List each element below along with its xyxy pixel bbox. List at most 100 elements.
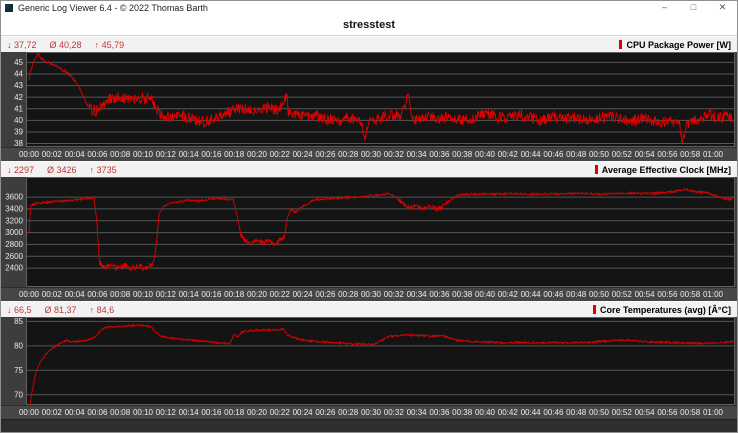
red-series-marker-icon [619,40,623,49]
minimize-button[interactable]: – [661,2,667,12]
x-tick-label: 00:58 [680,408,701,417]
x-tick-label: 00:54 [634,290,655,299]
x-tick-label: 00:50 [588,408,610,417]
x-tick-label: 00:56 [657,290,678,299]
y-tick-label: 75 [14,366,23,375]
x-tick-label: 00:16 [201,408,222,417]
series-line [28,52,734,144]
y-tick-label: 38 [14,139,23,147]
chart-3-header: ↓ 66,5 Ø 81,37 ↑ 84,6 Core Temperatures … [1,301,737,317]
x-tick-label: 00:44 [520,408,541,417]
x-tick-label: 00:40 [474,408,496,417]
x-tick-label: 00:36 [429,150,450,159]
x-tick-label: 00:38 [452,408,473,417]
y-tick-label: 2600 [5,252,23,261]
x-tick-label: 00:48 [566,290,587,299]
x-tick-label: 01:00 [702,290,724,299]
x-tick-label: 00:46 [543,408,564,417]
x-tick-label: 00:28 [338,150,359,159]
x-tick-label: 00:34 [406,150,427,159]
chart-2-plot[interactable]: 3600 3400 3200 3000 2800 2600 2400 [1,177,737,287]
y-tick-label: 40 [14,116,23,125]
red-series-marker-icon [594,165,598,174]
chart-3-min-value: ↓ 66,5 [7,304,32,315]
x-tick-label: 00:16 [201,150,222,159]
x-tick-label: 00:38 [452,290,473,299]
chart-1-plot[interactable]: 45 44 43 42 41 40 39 38 [1,52,737,147]
x-tick-label: 00:22 [269,408,290,417]
x-tick-label: 00:42 [497,290,518,299]
x-tick-label: 00:00 [18,150,40,159]
y-tick-label: 70 [14,390,23,399]
chart-2-stats: ↓ 2297 Ø 3426 ↑ 3735 [7,165,117,175]
x-tick-label: 00:52 [611,150,632,159]
plot-background [26,317,735,405]
x-tick-label: 01:00 [702,408,724,417]
x-tick-label: 00:10 [132,290,154,299]
x-tick-label: 01:00 [702,150,724,159]
x-tick-label: 00:42 [497,150,518,159]
x-tick-label: 00:30 [360,150,382,159]
x-tick-label: 00:48 [566,150,587,159]
x-tick-label: 00:14 [178,290,199,299]
x-tick-label: 00:30 [360,408,382,417]
chart-1-x-axis: 00:00 00:02 00:04 00:06 00:08 00:10 00:12 00:14… [1,147,737,161]
x-tick-label: 00:34 [406,290,427,299]
x-tick-label: 00:08 [110,290,131,299]
x-tick-label: 00:56 [657,408,678,417]
x-tick-label: 00:14 [178,150,199,159]
x-tick-label: 00:44 [520,150,541,159]
x-tick-label: 00:52 [611,408,632,417]
maximize-button[interactable]: □ [690,2,697,12]
y-tick-label: 2800 [5,240,23,249]
x-tick-label: 00:04 [64,408,85,417]
x-tick-label: 00:02 [41,150,62,159]
x-tick-label: 00:26 [315,290,336,299]
x-tick-label: 00:20 [246,408,268,417]
x-tick-label: 00:50 [588,290,610,299]
chart-3-legend-label: Core Temperatures (avg) [Â°C] [600,304,731,315]
x-tick-label: 00:54 [634,150,655,159]
x-tick-label: 00:50 [588,150,610,159]
y-tick-label: 80 [14,341,23,350]
x-tick-label: 00:54 [634,408,655,417]
x-tick-label: 00:08 [110,150,131,159]
x-tick-label: 00:26 [315,408,336,417]
chart-3-avg-value: Ø 81,37 [44,304,77,315]
x-tick-label: 00:26 [315,150,336,159]
x-tick-label: 00:58 [680,150,701,159]
x-tick-label: 00:46 [543,290,564,299]
x-tick-label: 00:12 [155,290,176,299]
x-tick-label: 00:34 [406,408,427,417]
series-line [29,323,734,405]
y-tick-label: 3400 [5,205,23,214]
x-tick-label: 00:24 [292,150,313,159]
page-title: stresstest [343,18,395,31]
x-tick-label: 00:14 [178,408,199,417]
y-tick-label: 43 [14,81,23,90]
x-tick-label: 00:20 [246,290,268,299]
window-title: Generic Log Viewer 6.4 - © 2022 Thomas B… [18,2,208,13]
x-tick-label: 00:56 [657,150,678,159]
chart-3-plot[interactable]: 85 80 75 70 [1,317,737,405]
x-tick-label: 00:00 [18,408,40,417]
x-tick-label: 00:32 [383,290,404,299]
x-tick-label: 00:06 [87,150,108,159]
x-tick-label: 00:18 [224,290,245,299]
x-tick-label: 00:24 [292,408,313,417]
x-tick-label: 00:28 [338,290,359,299]
x-tick-label: 00:30 [360,290,382,299]
x-tick-label: 00:16 [201,290,222,299]
titlebar: Generic Log Viewer 6.4 - © 2022 Thomas B… [1,1,737,14]
x-tick-label: 00:36 [429,408,450,417]
x-tick-label: 00:02 [41,408,62,417]
x-tick-label: 00:32 [383,408,404,417]
x-tick-label: 00:20 [246,150,268,159]
chart-2-legend-label: Average Effective Clock [MHz] [601,164,731,175]
x-tick-label: 00:02 [41,290,62,299]
x-tick-label: 00:22 [269,150,290,159]
y-tick-label: 39 [14,128,23,137]
x-tick-label: 00:42 [497,408,518,417]
close-button[interactable]: ✕ [718,2,727,12]
